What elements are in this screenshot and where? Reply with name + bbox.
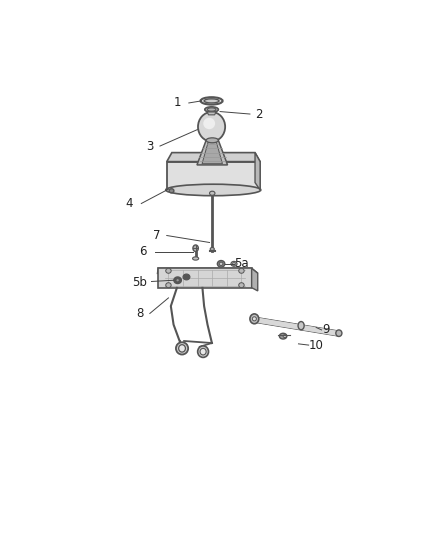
Text: 9: 9: [322, 324, 330, 336]
Ellipse shape: [206, 138, 219, 143]
Ellipse shape: [250, 314, 259, 324]
Ellipse shape: [203, 118, 215, 129]
Text: 1: 1: [173, 96, 181, 109]
Ellipse shape: [283, 335, 286, 337]
Ellipse shape: [176, 279, 179, 282]
Polygon shape: [158, 268, 251, 288]
Polygon shape: [251, 268, 258, 291]
Ellipse shape: [252, 317, 256, 321]
Ellipse shape: [239, 282, 244, 288]
Polygon shape: [202, 142, 223, 164]
Ellipse shape: [206, 147, 217, 151]
Ellipse shape: [166, 268, 171, 273]
Polygon shape: [207, 112, 216, 115]
Text: 5a: 5a: [234, 257, 249, 270]
Ellipse shape: [231, 261, 237, 266]
Ellipse shape: [179, 345, 185, 352]
Text: 8: 8: [136, 307, 143, 320]
Ellipse shape: [198, 346, 208, 358]
Text: 2: 2: [254, 108, 262, 120]
Ellipse shape: [210, 247, 214, 251]
Ellipse shape: [336, 330, 342, 336]
Ellipse shape: [205, 107, 219, 112]
Ellipse shape: [176, 342, 188, 354]
Polygon shape: [255, 152, 260, 190]
Ellipse shape: [166, 282, 171, 288]
Ellipse shape: [200, 349, 206, 355]
Ellipse shape: [204, 99, 219, 103]
Text: 3: 3: [146, 140, 153, 152]
Ellipse shape: [298, 321, 304, 330]
Ellipse shape: [209, 191, 215, 195]
Polygon shape: [197, 140, 227, 165]
Ellipse shape: [166, 184, 261, 196]
Ellipse shape: [193, 257, 199, 260]
Ellipse shape: [169, 189, 174, 193]
Ellipse shape: [174, 277, 181, 284]
Text: 10: 10: [309, 338, 324, 352]
Ellipse shape: [193, 245, 198, 252]
Ellipse shape: [201, 97, 223, 104]
Ellipse shape: [279, 333, 287, 339]
Ellipse shape: [219, 262, 223, 265]
Ellipse shape: [239, 268, 244, 273]
Ellipse shape: [183, 274, 190, 280]
Polygon shape: [158, 268, 258, 273]
Ellipse shape: [233, 263, 235, 265]
Ellipse shape: [217, 261, 225, 267]
Ellipse shape: [198, 112, 225, 142]
Ellipse shape: [207, 108, 216, 111]
Text: 6: 6: [139, 245, 147, 258]
Polygon shape: [167, 152, 260, 161]
Text: 5b: 5b: [132, 276, 147, 289]
Text: 7: 7: [153, 229, 160, 242]
Text: 4: 4: [126, 197, 133, 210]
Polygon shape: [167, 161, 260, 190]
Polygon shape: [207, 141, 216, 149]
